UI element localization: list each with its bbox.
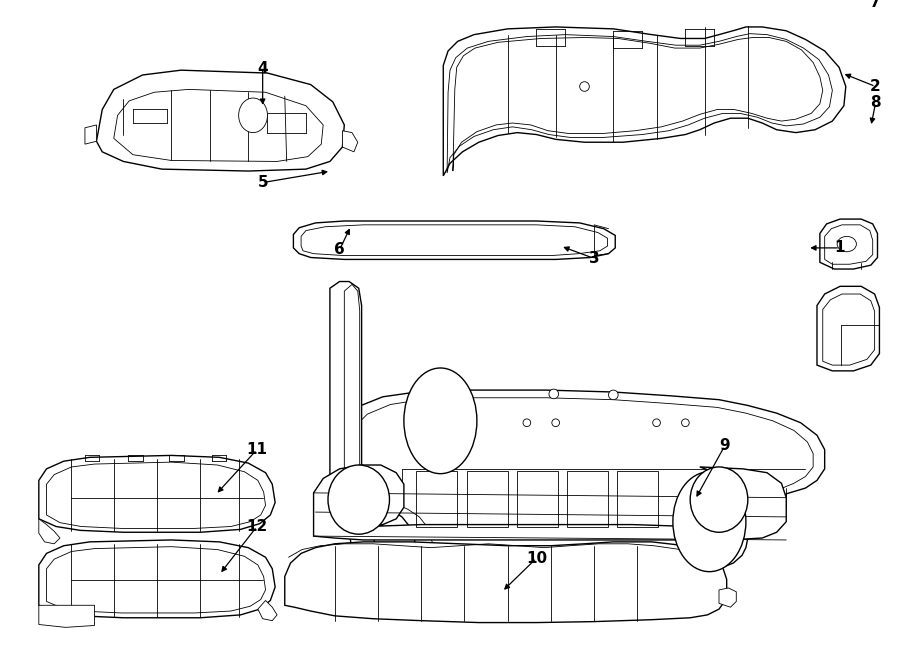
Polygon shape (337, 390, 824, 579)
Text: 10: 10 (526, 551, 547, 566)
Polygon shape (349, 527, 375, 565)
Ellipse shape (523, 419, 531, 426)
Polygon shape (293, 221, 616, 259)
Ellipse shape (580, 82, 590, 91)
Polygon shape (444, 27, 846, 176)
Ellipse shape (837, 237, 857, 252)
Polygon shape (39, 455, 275, 532)
Text: 9: 9 (719, 438, 730, 453)
Text: 8: 8 (870, 95, 881, 110)
Polygon shape (284, 542, 726, 623)
Text: 11: 11 (247, 442, 267, 457)
Text: 3: 3 (589, 251, 599, 266)
Polygon shape (330, 282, 362, 495)
Ellipse shape (690, 467, 748, 532)
Polygon shape (719, 588, 736, 607)
Polygon shape (39, 540, 275, 618)
Ellipse shape (681, 419, 689, 426)
Ellipse shape (238, 98, 267, 133)
Text: 7: 7 (870, 0, 881, 11)
Polygon shape (39, 519, 60, 544)
Polygon shape (39, 605, 94, 627)
Polygon shape (320, 490, 356, 531)
Polygon shape (817, 286, 879, 371)
Polygon shape (258, 600, 277, 621)
Ellipse shape (673, 472, 746, 572)
Text: 4: 4 (257, 61, 268, 76)
Ellipse shape (608, 390, 618, 400)
Ellipse shape (652, 419, 661, 426)
Text: 2: 2 (870, 79, 881, 94)
Text: 12: 12 (247, 519, 267, 534)
Polygon shape (342, 131, 358, 152)
Ellipse shape (552, 419, 560, 426)
Ellipse shape (549, 389, 559, 399)
Ellipse shape (328, 465, 390, 534)
Polygon shape (85, 125, 96, 144)
Text: 1: 1 (835, 241, 845, 255)
Polygon shape (96, 70, 345, 171)
Polygon shape (820, 219, 877, 269)
Polygon shape (313, 465, 787, 540)
Text: 5: 5 (257, 175, 268, 190)
Text: 6: 6 (334, 243, 345, 257)
Ellipse shape (404, 368, 477, 474)
